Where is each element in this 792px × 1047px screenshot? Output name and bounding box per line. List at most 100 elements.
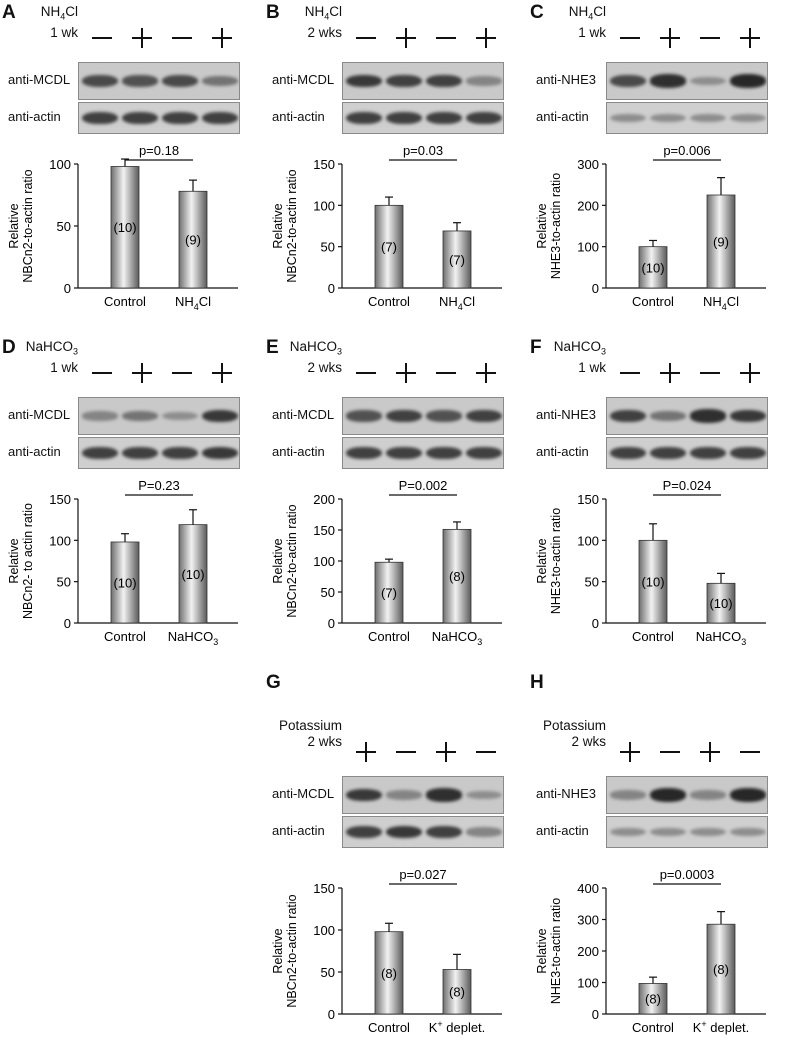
blot-band	[162, 111, 198, 125]
blot-label: anti-NHE3	[536, 72, 596, 87]
treatment-name: Potassium	[542, 718, 606, 733]
sign-stem	[749, 28, 751, 48]
bar-chart: 0 50 100 150 Relative NBCn2- to actin ratio (1…	[0, 473, 264, 668]
y-axis-label-line2: NBCn2- to actin ratio	[21, 503, 35, 619]
panel-letter: D	[2, 337, 16, 358]
treatment-line1: NaHCO3	[10, 339, 78, 360]
x-category-label: NaHCO3	[168, 629, 219, 647]
blot-band	[386, 446, 422, 460]
blot-band	[426, 446, 462, 460]
panel-g: G Potassium 2 wks anti-MCDL anti-actin 0 50 100…	[264, 670, 528, 1035]
bar	[178, 190, 208, 289]
bar	[706, 923, 736, 1015]
category-main: Control	[104, 294, 146, 309]
blot-band	[122, 111, 158, 125]
y-axis-label-line1: Relative	[7, 203, 21, 248]
minus-sign	[90, 363, 114, 383]
sign-stem	[141, 363, 143, 383]
sample-size-label: (9)	[185, 233, 201, 248]
blot-band	[386, 74, 422, 88]
western-blot-target	[342, 776, 504, 814]
bar-chart: 0 100 200 300 400 Relative NHE3-to-actin ratio…	[528, 852, 792, 1035]
treatment-line1: NH4Cl	[538, 4, 606, 25]
treatment-line2: 1 wk	[10, 25, 78, 41]
y-tick-label: 400	[577, 881, 599, 896]
treatment-line2: 1 wk	[538, 360, 606, 376]
y-tick-label: 0	[328, 616, 335, 631]
sign-bar	[620, 372, 640, 374]
blot-label: anti-actin	[536, 444, 589, 459]
bar-chart: 0 50 100 150 Relative NBCn2-to-actin ratio (8)…	[264, 852, 528, 1035]
minus-sign	[434, 28, 458, 48]
treatment-label: Potassium 2 wks	[538, 718, 606, 750]
treatment-subscript: 4	[60, 11, 66, 22]
y-tick-label: 150	[313, 881, 335, 896]
blot-band	[650, 113, 686, 123]
blot-band	[466, 76, 502, 86]
blot-band	[426, 410, 462, 422]
treatment-tail: Cl	[65, 4, 78, 19]
blot-band	[730, 446, 766, 460]
bar-chart: 0 50 100 150 Relative NBCn2-to-actin ratio (7)…	[264, 138, 528, 333]
minus-sign	[90, 28, 114, 48]
sign-bar	[620, 37, 640, 39]
blot-band	[730, 827, 766, 837]
treatment-name: NH	[40, 4, 61, 19]
bar-chart-svg: 0 50 100 150 Relative NBCn2- to actin ratio (1…	[7, 478, 238, 647]
treatment-tail: Cl	[329, 4, 342, 19]
treatment-subscript: 4	[588, 11, 594, 22]
category-main: Control	[632, 629, 674, 644]
y-axis-label-line2: NBCn2-to-actin ratio	[285, 169, 299, 282]
bar	[442, 230, 472, 289]
treatment-signs	[84, 28, 244, 48]
treatment-signs	[612, 742, 772, 762]
category-main: NaHCO	[168, 629, 214, 644]
y-tick-label: 100	[577, 240, 599, 255]
blot-band	[82, 75, 118, 87]
x-category-label: K+ deplet.	[693, 1019, 750, 1035]
y-tick-label: 50	[585, 575, 599, 590]
sign-stem	[709, 742, 711, 762]
treatment-label: NaHCO3 1 wk	[10, 339, 78, 376]
y-tick-label: 100	[49, 533, 71, 548]
blot-band	[466, 111, 502, 125]
category-main: Control	[368, 629, 410, 644]
category-main: Control	[368, 1020, 410, 1035]
blot-band	[346, 111, 382, 125]
plus-sign	[474, 363, 498, 383]
category-tail: deplet.	[707, 1020, 750, 1035]
blot-label: anti-actin	[8, 109, 61, 124]
y-tick-label: 0	[592, 616, 599, 631]
y-tick-label: 150	[313, 523, 335, 538]
treatment-duration: 1 wk	[578, 24, 606, 40]
sign-stem	[669, 363, 671, 383]
sign-stem	[405, 363, 407, 383]
blot-band	[162, 75, 198, 87]
blot-band	[426, 74, 462, 88]
bar-chart-svg: 0 50 100 150 Relative NHE3-to-actin ratio (10)…	[535, 478, 766, 647]
bar	[638, 539, 668, 624]
treatment-line2: 2 wks	[274, 25, 342, 41]
category-main: NaHCO	[432, 629, 478, 644]
bar-chart-svg: 0 50 100 Relative NBCn2-to-actin ratio (10) Co…	[7, 143, 238, 312]
treatment-signs	[348, 742, 508, 762]
plus-sign	[210, 363, 234, 383]
treatment-line2: 2 wks	[538, 734, 606, 750]
sign-bar	[172, 372, 192, 374]
p-value-label: p=0.0003	[660, 867, 715, 882]
panel-letter: F	[530, 337, 542, 358]
bar-chart: 0 50 100 Relative NBCn2-to-actin ratio (10) Co…	[0, 138, 264, 333]
plus-sign	[210, 28, 234, 48]
blot-band	[650, 411, 686, 421]
panel-e: E NaHCO3 2 wks anti-MCDL anti-actin 0 50 100 150…	[264, 335, 528, 670]
y-axis-label-line1: Relative	[271, 928, 285, 973]
y-tick-label: 200	[577, 944, 599, 959]
y-axis-label-line2: NBCn2-to-actin ratio	[285, 504, 299, 617]
y-tick-label: 0	[592, 281, 599, 296]
plus-sign	[130, 28, 154, 48]
x-category-label: K+ deplet.	[429, 1019, 486, 1035]
treatment-signs	[348, 28, 508, 48]
blot-band	[466, 446, 502, 460]
sign-stem	[445, 742, 447, 762]
treatment-name: NH	[304, 4, 325, 19]
